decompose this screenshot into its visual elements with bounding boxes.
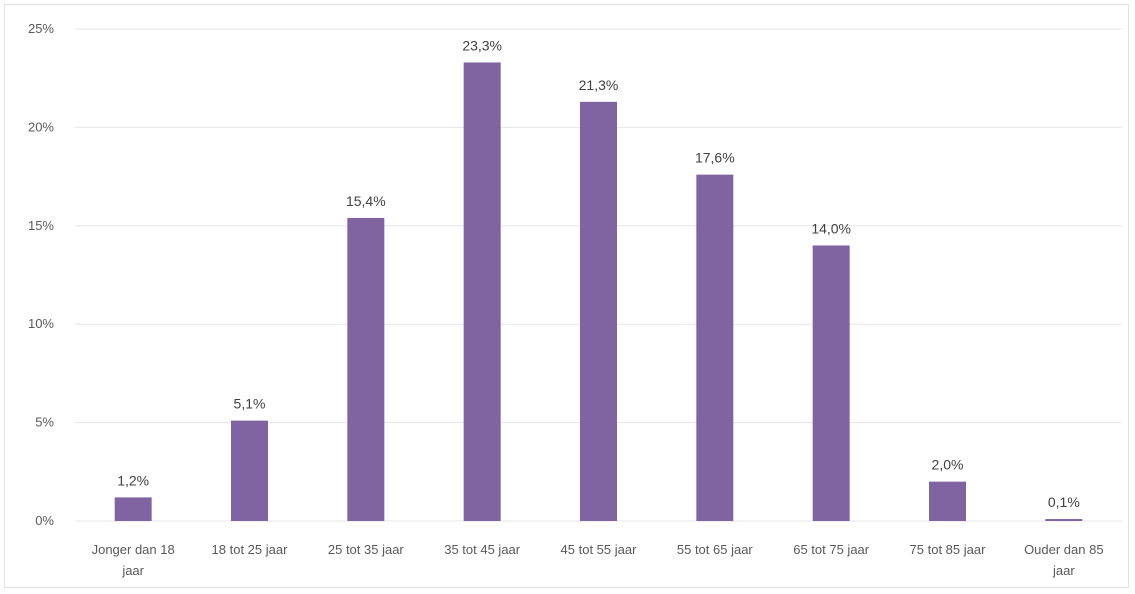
bars: [114, 62, 1083, 522]
x-tick-label: 75 tot 85 jaar: [910, 542, 987, 557]
bar: [929, 481, 966, 521]
y-tick-label: 5%: [35, 415, 54, 430]
data-label: 17,6%: [695, 150, 735, 166]
bar: [463, 62, 501, 522]
data-label: 1,2%: [117, 472, 149, 488]
x-tick-label: 25 tot 35 jaar: [328, 542, 405, 557]
bar: [231, 420, 268, 521]
bar: [696, 174, 734, 521]
chart-frame: [4, 4, 1129, 588]
data-labels: 1,2% 5,1% 15,4% 23,3% 21,3% 17,6% 14,0% 2,0% 0,1…: [117, 37, 1080, 510]
bar: [580, 101, 617, 521]
x-tick-label: 18 tot 25 jaar: [212, 542, 289, 557]
y-tick-label: 25%: [28, 21, 54, 36]
bar: [347, 217, 385, 522]
data-label: 2,0%: [932, 457, 964, 473]
data-label: 14,0%: [811, 220, 851, 236]
x-tick-label: 55 tot 65 jaar: [677, 542, 754, 557]
x-tick-label: jaar: [1052, 563, 1075, 578]
data-label: 23,3%: [462, 37, 502, 53]
bar: [114, 497, 152, 521]
x-tick-label: 35 tot 45 jaar: [444, 542, 521, 557]
y-tick-label: 20%: [28, 119, 54, 134]
x-axis-tick-labels: Jonger dan 18 jaar 18 tot 25 jaar 25 tot 35…: [92, 542, 1104, 578]
x-tick-label: 65 tot 75 jaar: [793, 542, 870, 557]
y-tick-label: 15%: [28, 218, 54, 233]
x-tick-label: 45 tot 55 jaar: [561, 542, 638, 557]
x-tick-label: jaar: [121, 563, 144, 578]
y-tick-label: 10%: [28, 316, 54, 331]
bar: [1045, 519, 1083, 521]
y-tick-label: 0%: [35, 513, 54, 528]
bar: [812, 245, 850, 522]
y-axis-tick-labels: 0% 5% 10% 15% 20% 25%: [28, 21, 54, 528]
data-label: 5,1%: [234, 396, 266, 412]
x-tick-label: Ouder dan 85: [1024, 542, 1104, 557]
data-label: 0,1%: [1048, 494, 1080, 510]
x-tick-label: Jonger dan 18: [92, 542, 175, 557]
data-label: 21,3%: [579, 77, 619, 93]
data-label: 15,4%: [346, 193, 386, 209]
